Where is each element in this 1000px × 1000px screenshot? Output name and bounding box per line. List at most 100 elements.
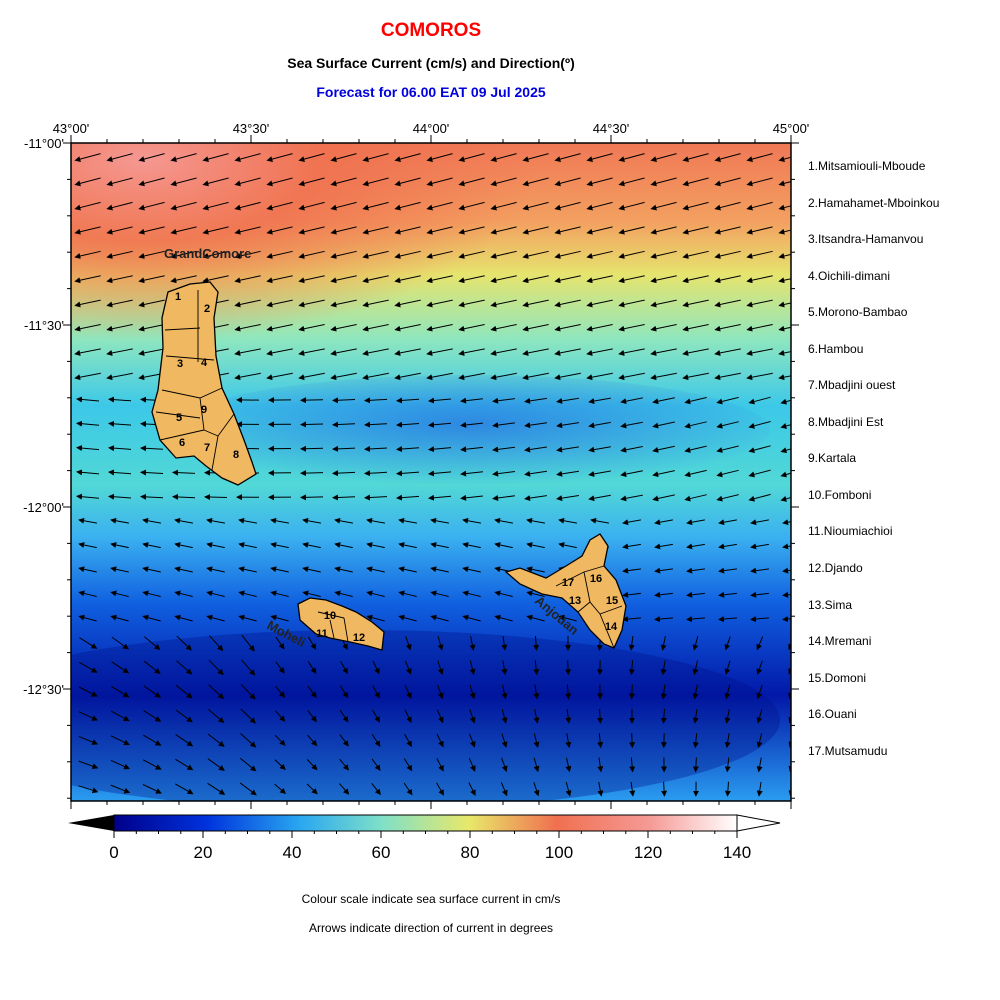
current-arrow [111, 661, 130, 674]
current-arrow [206, 517, 225, 524]
current-arrow [170, 226, 197, 235]
current-arrow [110, 614, 129, 622]
colorbar [68, 814, 781, 838]
current-arrow [682, 226, 709, 235]
current-arrow [372, 685, 380, 699]
current-arrow [396, 470, 420, 477]
current-arrow [78, 614, 97, 622]
current-arrow [266, 324, 293, 332]
current-arrow [436, 733, 444, 748]
current-arrow [718, 543, 737, 550]
current-arrow [524, 495, 547, 502]
current-arrow [140, 493, 164, 500]
current-arrow [780, 447, 791, 454]
current-arrow [206, 542, 225, 549]
current-arrow [330, 250, 357, 259]
current-arrow [332, 470, 356, 477]
current-arrow [490, 250, 517, 259]
current-arrow [240, 733, 257, 748]
current-arrow [724, 733, 731, 749]
current-arrow [458, 275, 485, 284]
current-arrow [266, 250, 293, 259]
current-arrow [170, 201, 197, 211]
current-arrow [110, 517, 129, 524]
current-arrow [565, 684, 572, 700]
current-arrow [140, 469, 164, 476]
current-arrow [586, 324, 613, 332]
current-arrow [554, 226, 581, 235]
current-arrow [650, 372, 677, 381]
current-arrow [494, 614, 513, 622]
current-arrow [364, 397, 388, 404]
current-arrow [430, 566, 449, 573]
district-number-17: 17 [562, 577, 574, 589]
current-arrow [748, 421, 771, 429]
current-arrow [74, 250, 101, 259]
current-arrow [266, 201, 293, 211]
district-number-7: 7 [204, 442, 210, 454]
current-arrow [522, 275, 549, 284]
current-arrow [274, 783, 287, 795]
current-arrow [298, 372, 325, 381]
current-arrow [778, 180, 791, 187]
current-arrow [206, 566, 225, 573]
current-arrow [339, 783, 350, 795]
current-arrow [238, 590, 257, 597]
current-arrow [788, 667, 791, 675]
current-arrow [362, 372, 389, 381]
district-number-6: 6 [179, 437, 185, 449]
current-arrow [234, 275, 261, 284]
current-arrow [175, 734, 194, 747]
current-arrow [533, 708, 540, 724]
current-arrow [339, 709, 349, 723]
current-arrow [362, 250, 389, 259]
colorbar-ticks [113, 831, 738, 838]
slow-current-band [170, 375, 770, 485]
current-arrow [430, 590, 449, 597]
current-arrow [78, 686, 98, 697]
current-arrow [266, 226, 293, 235]
current-arrow [716, 396, 739, 405]
current-arrow [302, 590, 321, 597]
current-arrow [142, 784, 162, 794]
current-arrow [620, 470, 643, 477]
current-arrow [469, 684, 476, 700]
current-arrow [174, 566, 193, 573]
current-arrow [266, 275, 293, 284]
current-arrow [175, 684, 193, 699]
current-arrow [302, 566, 321, 573]
current-arrow [660, 708, 667, 724]
current-arrow [394, 348, 421, 356]
district-legend-item: 11.Nioumiachioi [808, 524, 893, 538]
current-arrow [692, 757, 699, 773]
current-arrow [437, 684, 444, 700]
current-arrow [436, 709, 444, 724]
current-arrow [714, 201, 741, 211]
current-arrow [724, 660, 731, 675]
colorbar-label-140: 140 [722, 843, 752, 862]
current-arrow [364, 421, 388, 428]
current-arrow [202, 201, 229, 211]
current-arrow [684, 445, 707, 453]
current-arrow [270, 566, 289, 573]
current-arrow [490, 275, 517, 284]
current-arrow [492, 397, 515, 404]
current-arrow [426, 226, 453, 235]
current-arrow [746, 324, 773, 332]
current-arrow [362, 275, 389, 284]
current-arrow [468, 757, 476, 772]
current-arrow [241, 634, 255, 652]
current-arrow [778, 228, 791, 235]
current-arrow [565, 733, 572, 749]
current-arrow [469, 660, 476, 676]
current-arrow [533, 733, 540, 748]
grand-comore-land [151, 281, 257, 486]
current-arrow [202, 226, 229, 235]
current-arrow [362, 177, 389, 187]
current-arrow [266, 348, 293, 356]
current-arrow [682, 153, 709, 162]
current-arrow [490, 324, 517, 332]
current-arrow [426, 177, 453, 187]
current-arrow [174, 614, 193, 622]
current-arrow [597, 757, 604, 773]
